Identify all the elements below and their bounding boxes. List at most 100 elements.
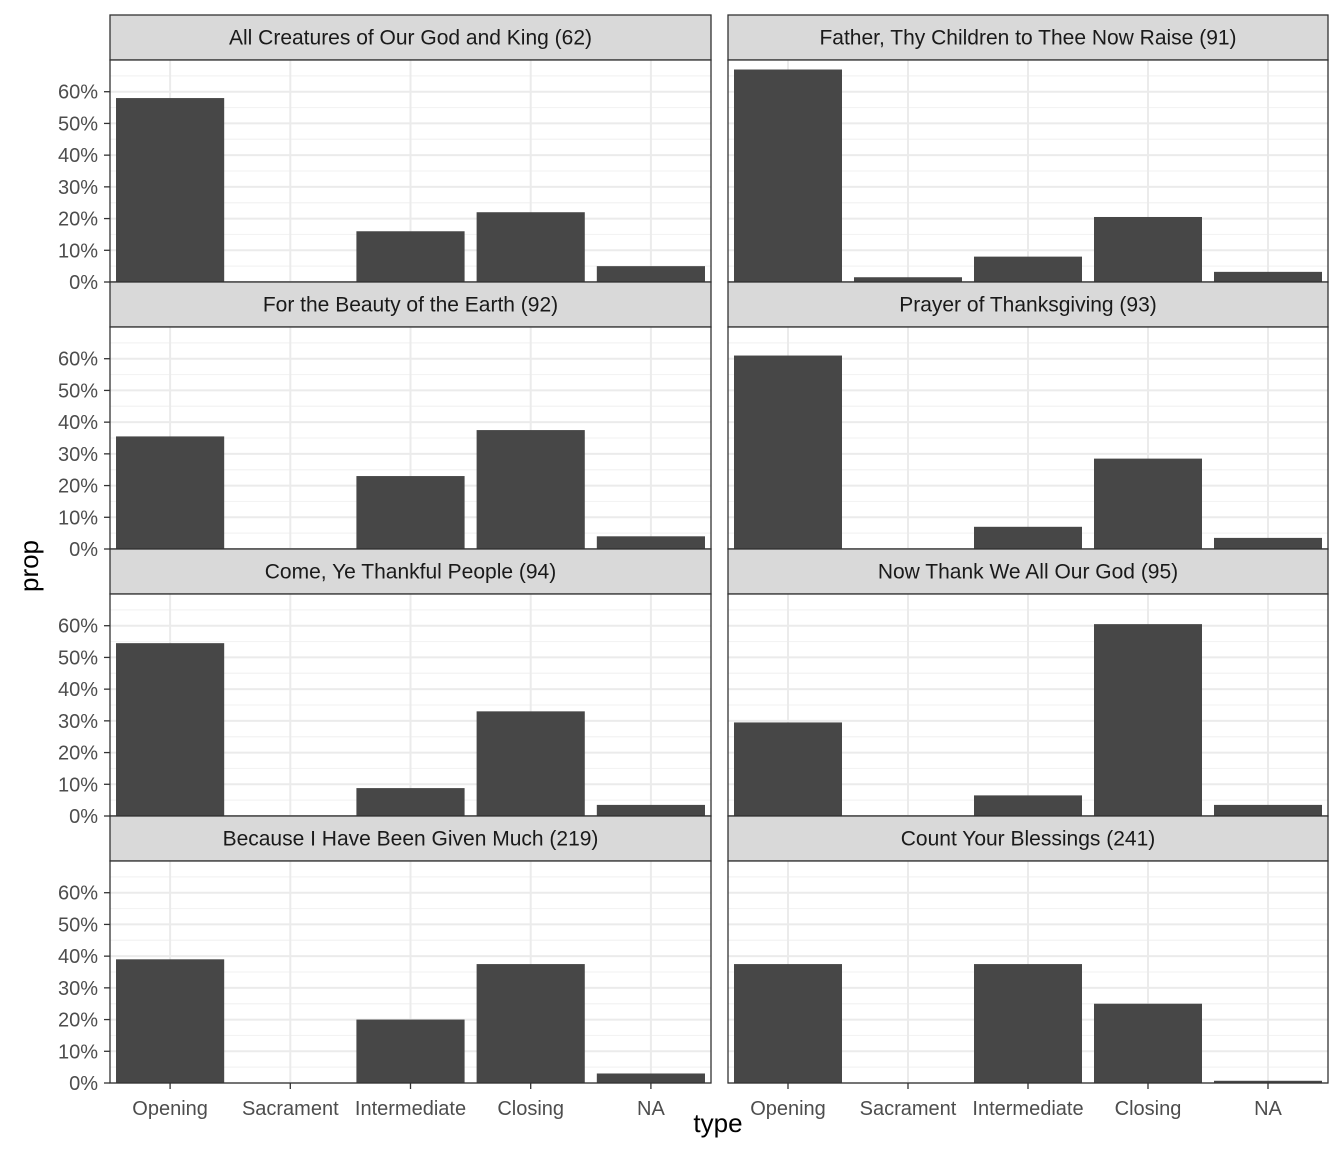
y-tick-label: 30%	[58, 177, 98, 199]
y-tick-label: 10%	[58, 507, 98, 529]
facet-strip	[109, 281, 712, 328]
facet-strip-title: Now Thank We All Our God (95)	[878, 561, 1178, 584]
bar-intermediate	[974, 526, 1082, 549]
y-tick-label: 10%	[58, 774, 98, 796]
bar-opening	[734, 355, 842, 549]
bar-na	[1214, 1080, 1322, 1083]
y-tick-label: 40%	[58, 946, 98, 968]
facet-strip	[727, 815, 1329, 862]
x-tick-label: NA	[1254, 1098, 1282, 1120]
bar-intermediate	[356, 231, 465, 282]
facet-strip-title: Come, Ye Thankful People (94)	[265, 561, 556, 584]
facet-strip-title: Father, Thy Children to Thee Now Raise (…	[819, 27, 1236, 50]
y-tick-label: 50%	[58, 647, 98, 669]
facet-strip	[109, 14, 712, 61]
x-tick-label: Sacrament	[242, 1098, 339, 1120]
bar-na	[1214, 804, 1322, 816]
bar-na	[1214, 271, 1322, 282]
bar-closing	[1094, 624, 1202, 816]
y-tick-label: 30%	[58, 978, 98, 1000]
bar-intermediate	[974, 964, 1082, 1083]
x-tick-label: Closing	[1115, 1098, 1182, 1120]
bar-na	[596, 266, 705, 282]
y-tick-label: 60%	[58, 883, 98, 905]
bar-closing	[476, 711, 585, 816]
y-tick-label: 0%	[69, 1073, 98, 1095]
y-tick-label: 0%	[69, 539, 98, 561]
y-tick-label: 20%	[58, 209, 98, 231]
y-tick-label: 20%	[58, 743, 98, 765]
x-tick-label: Intermediate	[972, 1098, 1083, 1120]
y-tick-label: 20%	[58, 476, 98, 498]
y-axes: 0% 10% 20% 30% 40% 50% 60% 0% 10% 20% 30% 40% 50% 60%…	[58, 82, 110, 1095]
y-tick-label: 50%	[58, 914, 98, 936]
bar-na	[1214, 537, 1322, 549]
y-tick-label: 10%	[58, 1041, 98, 1063]
facet-strip-title: Prayer of Thanksgiving (93)	[899, 294, 1157, 317]
facet-strip-title: Count Your Blessings (241)	[901, 828, 1156, 851]
y-tick-label: 10%	[58, 240, 98, 262]
y-tick-label: 0%	[69, 272, 98, 294]
bar-opening	[734, 69, 842, 282]
y-tick-label: 50%	[58, 380, 98, 402]
bar-opening	[116, 436, 225, 549]
y-tick-label: 40%	[58, 412, 98, 434]
bar-opening	[734, 722, 842, 816]
y-tick-label: 30%	[58, 711, 98, 733]
facet-panel: For the Beauty of the Earth (92)	[109, 281, 712, 550]
y-tick-label: 50%	[58, 113, 98, 135]
bar-closing	[476, 430, 585, 549]
facet-panel: Because I Have Been Given Much (219)	[109, 815, 712, 1084]
bar-opening	[734, 964, 842, 1083]
bar-na	[596, 1073, 705, 1083]
x-tick-label: NA	[637, 1098, 665, 1120]
facet-strip-title: For the Beauty of the Earth (92)	[263, 294, 558, 317]
bar-intermediate	[356, 1019, 465, 1083]
facet-strip	[109, 548, 712, 595]
facet-strip-title: Because I Have Been Given Much (219)	[223, 828, 599, 851]
x-tick-label: Sacrament	[860, 1098, 957, 1120]
y-axis-title: prop	[14, 540, 44, 592]
y-tick-label: 30%	[58, 444, 98, 466]
bar-closing	[1094, 1003, 1202, 1083]
facet-panel: Prayer of Thanksgiving (93)	[727, 281, 1329, 550]
facet-strip-title: All Creatures of Our God and King (62)	[229, 27, 592, 50]
bar-intermediate	[974, 256, 1082, 282]
y-tick-label: 60%	[58, 349, 98, 371]
x-tick-label: Opening	[750, 1098, 826, 1120]
bar-closing	[476, 964, 585, 1083]
facet-panel: Count Your Blessings (241)	[727, 815, 1329, 1084]
bar-opening	[116, 959, 225, 1083]
facet-strip	[727, 281, 1329, 328]
y-tick-label: 40%	[58, 145, 98, 167]
facet-strip	[727, 14, 1329, 61]
bar-intermediate	[356, 788, 465, 816]
y-tick-label: 60%	[58, 616, 98, 638]
facet-panel: Now Thank We All Our God (95)	[727, 548, 1329, 817]
y-tick-label: 40%	[58, 679, 98, 701]
y-tick-label: 20%	[58, 1010, 98, 1032]
facet-panel: Father, Thy Children to Thee Now Raise (…	[727, 14, 1329, 283]
y-tick-label: 0%	[69, 806, 98, 828]
x-axes: Opening Sacrament Intermediate Closing NA Ope…	[132, 1083, 1283, 1120]
facet-panel: All Creatures of Our God and King (62)	[109, 14, 712, 283]
x-tick-label: Intermediate	[355, 1098, 466, 1120]
bar-intermediate	[356, 476, 465, 549]
bar-sacrament	[854, 277, 962, 282]
bar-closing	[1094, 216, 1202, 282]
facet-strip	[727, 548, 1329, 595]
bar-closing	[476, 212, 585, 282]
facet-panel: Come, Ye Thankful People (94)	[109, 548, 712, 817]
bar-closing	[1094, 458, 1202, 549]
y-tick-label: 60%	[58, 82, 98, 104]
x-axis-title: type	[693, 1108, 742, 1138]
facet-strip	[109, 815, 712, 862]
x-tick-label: Closing	[497, 1098, 564, 1120]
bar-intermediate	[974, 795, 1082, 816]
bar-na	[596, 536, 705, 549]
bar-opening	[116, 98, 225, 282]
facet-panels: All Creatures of Our God and King (62) Fa…	[109, 14, 1329, 1084]
x-tick-label: Opening	[132, 1098, 208, 1120]
bar-opening	[116, 643, 225, 816]
